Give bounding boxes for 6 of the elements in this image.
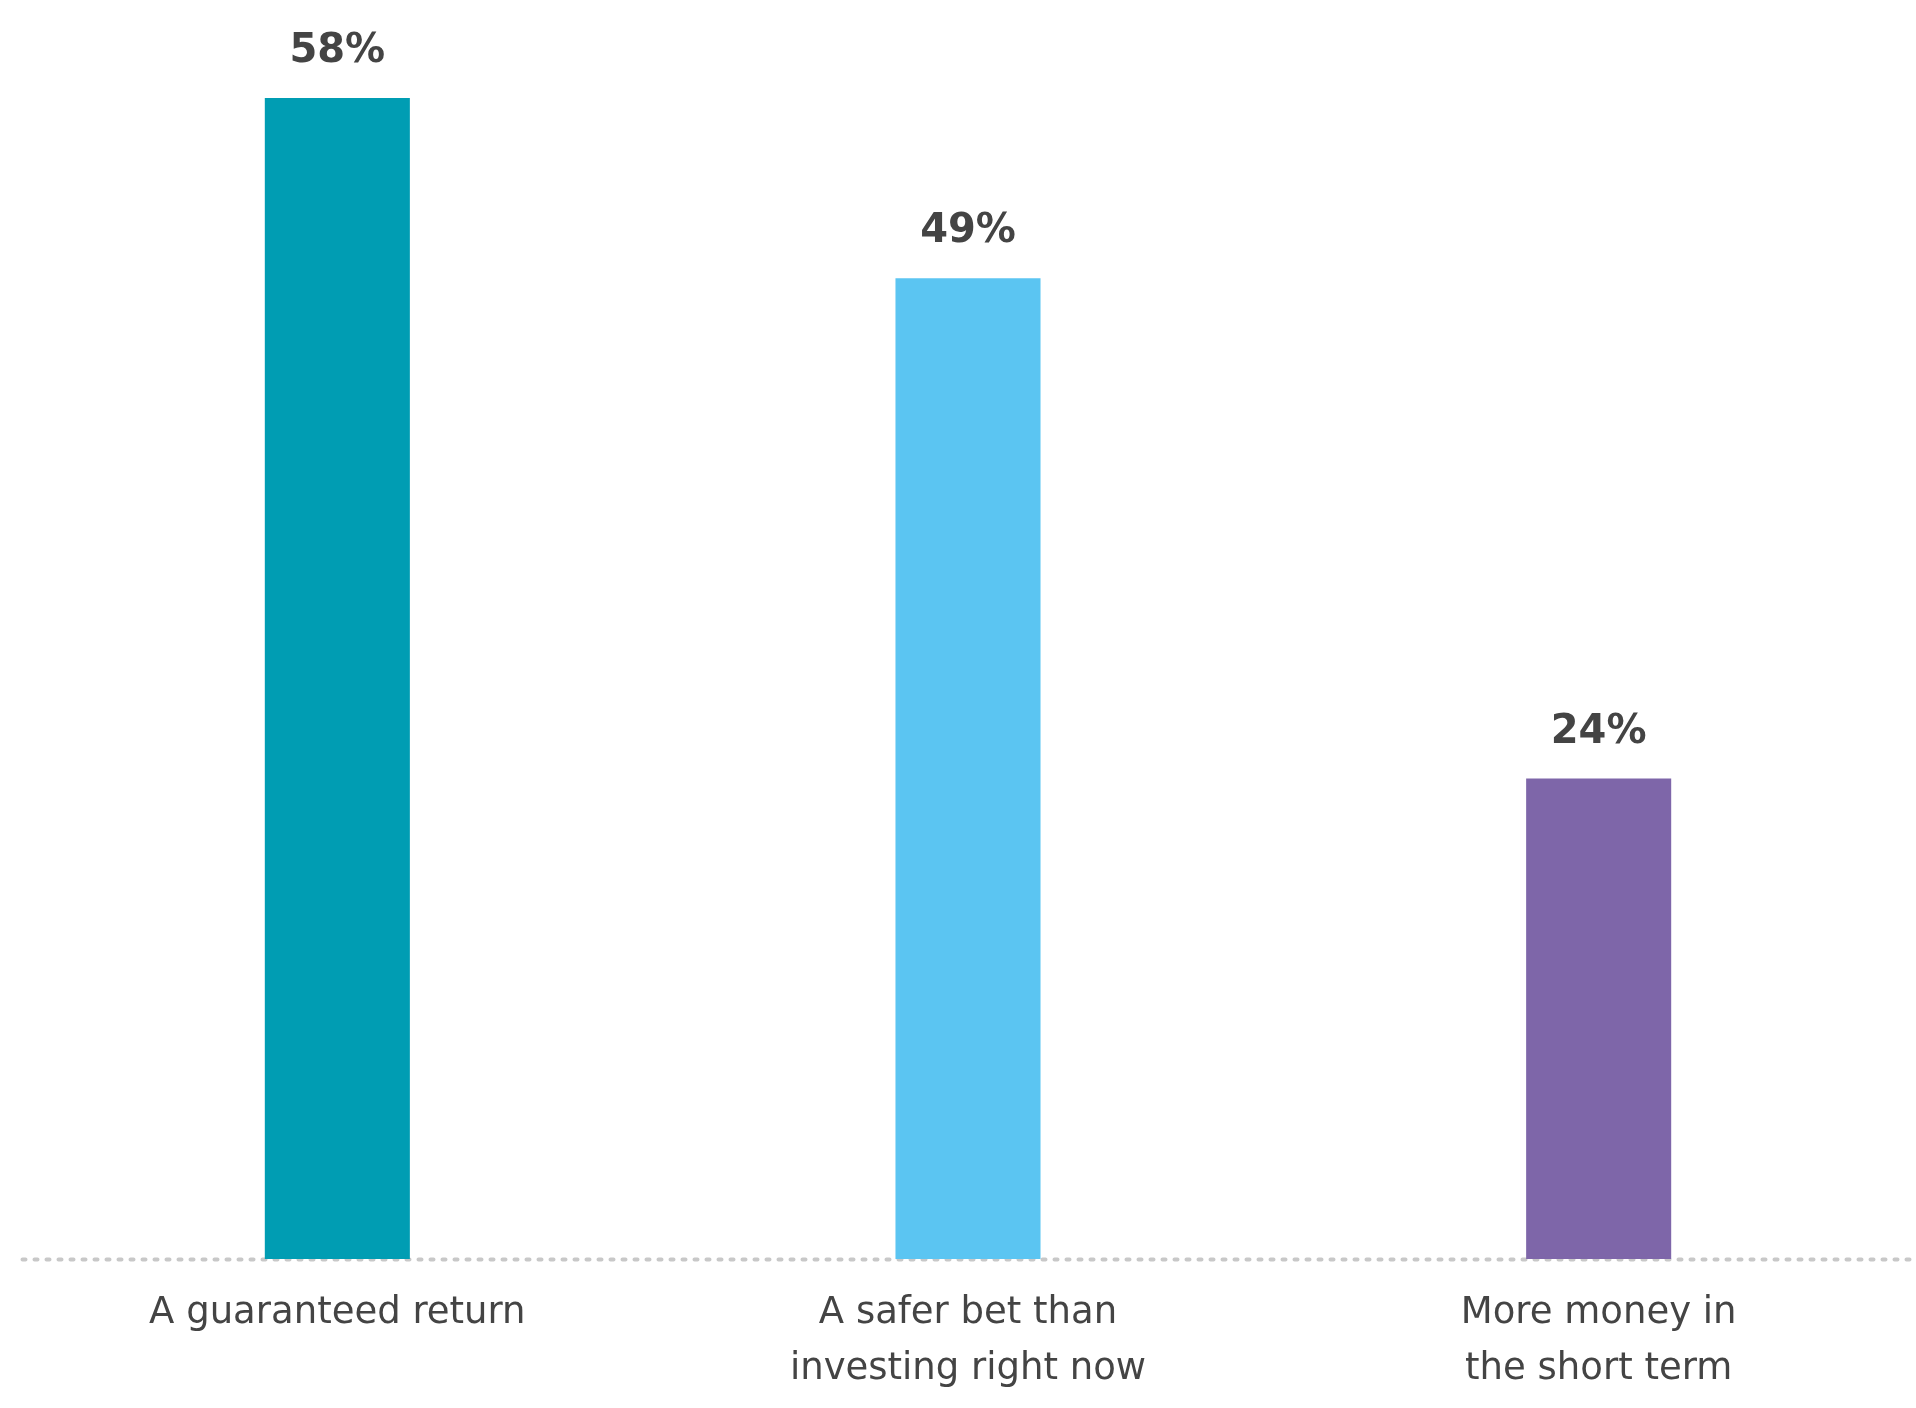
x-tick-label: A safer bet than investing right now	[789, 1288, 1147, 1388]
data-label: 49%	[920, 205, 1016, 252]
data-label: 58%	[289, 25, 386, 71]
data-label: 24%	[1550, 705, 1647, 752]
x-tick-label: A guaranteed return	[149, 1288, 526, 1332]
x-tick-label: More money in the short term	[1460, 1288, 1737, 1388]
